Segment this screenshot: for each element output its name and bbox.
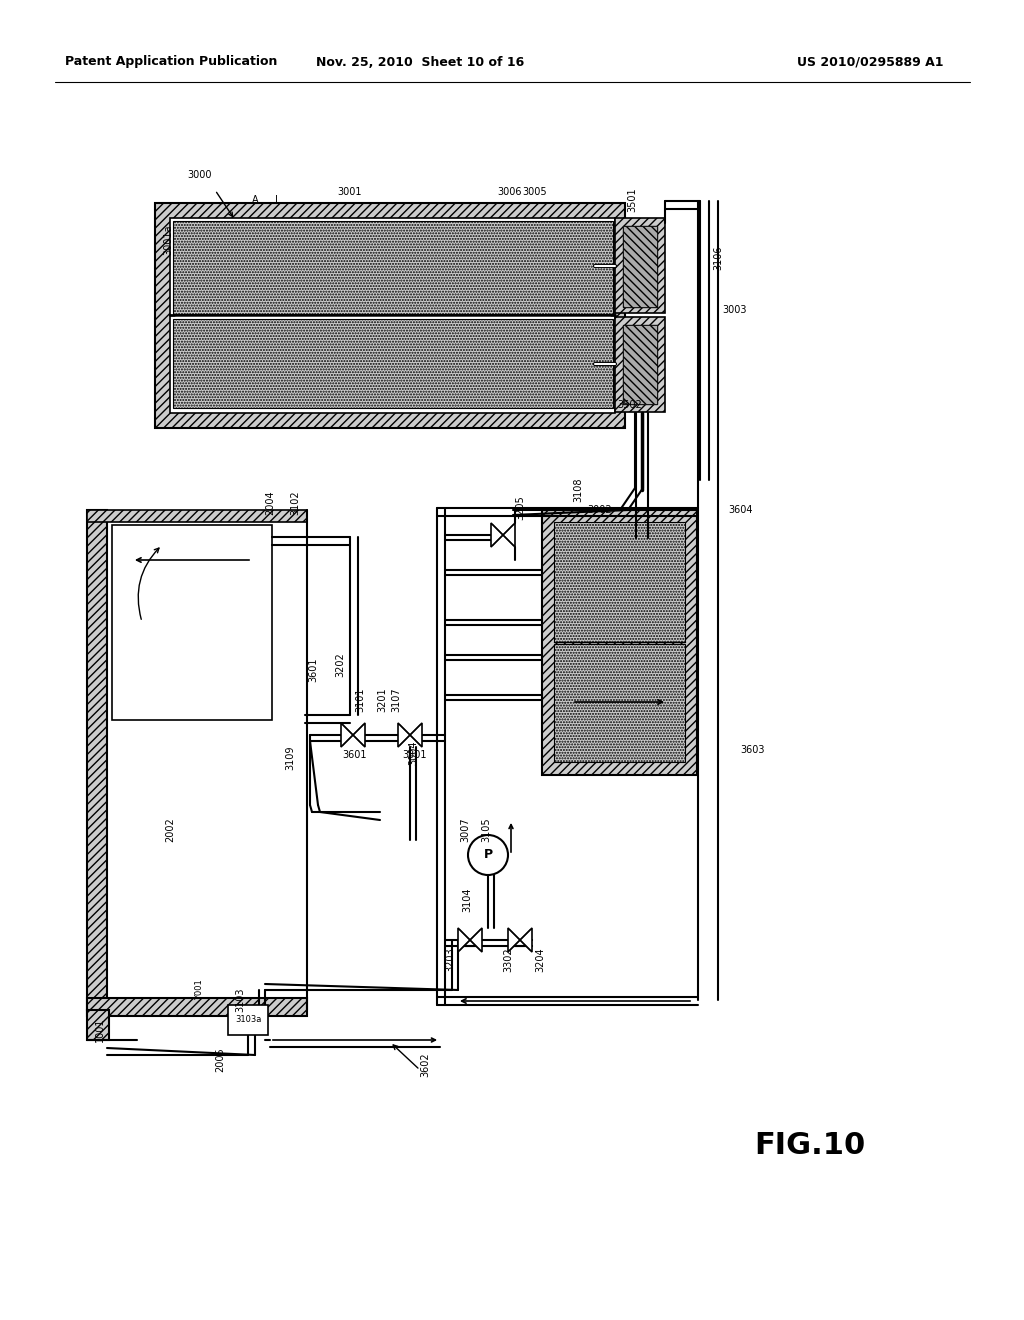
Polygon shape [508, 928, 520, 952]
Text: 3007: 3007 [460, 817, 470, 842]
Text: A: A [252, 195, 258, 205]
Text: 3005: 3005 [522, 187, 547, 197]
Bar [87, 1010, 109, 1040]
Bar [554, 644, 685, 762]
Text: 3104: 3104 [462, 888, 472, 912]
Bar [615, 218, 665, 313]
Text: 3001a: 3001a [163, 224, 173, 255]
Bar [228, 1005, 268, 1035]
Text: 3002: 3002 [588, 506, 612, 515]
Text: 3301: 3301 [402, 750, 427, 760]
Bar [170, 218, 615, 413]
Text: 3203: 3203 [445, 948, 455, 973]
Text: Nov. 25, 2010  Sheet 10 of 16: Nov. 25, 2010 Sheet 10 of 16 [315, 55, 524, 69]
Text: 2002: 2002 [165, 817, 175, 842]
Polygon shape [353, 723, 365, 747]
Text: 3006: 3006 [498, 187, 522, 197]
Bar [155, 203, 625, 428]
Text: 3107: 3107 [391, 688, 401, 713]
Text: 3101: 3101 [355, 688, 365, 713]
Text: 3000: 3000 [187, 170, 212, 180]
Text: US 2010/0295889 A1: US 2010/0295889 A1 [797, 55, 943, 69]
Text: 3204: 3204 [535, 948, 545, 973]
Polygon shape [398, 723, 410, 747]
Bar [623, 226, 657, 308]
Text: 3103: 3103 [234, 987, 245, 1012]
Text: 3601: 3601 [308, 657, 318, 682]
Bar [87, 998, 307, 1016]
Text: 3502: 3502 [617, 400, 642, 411]
Text: 3603: 3603 [740, 744, 765, 755]
Text: Patent Application Publication: Patent Application Publication [65, 55, 278, 69]
Text: 3202: 3202 [335, 652, 345, 677]
Text: 3302: 3302 [503, 948, 513, 973]
Text: 3201: 3201 [377, 688, 387, 713]
Bar [173, 220, 613, 314]
Text: 2004: 2004 [265, 491, 275, 515]
Bar [623, 325, 657, 404]
Text: 1001: 1001 [95, 1018, 105, 1043]
Bar [615, 317, 665, 412]
Bar [542, 510, 697, 775]
Text: 2005: 2005 [215, 1048, 225, 1072]
Polygon shape [341, 723, 353, 747]
Text: 3004: 3004 [408, 741, 418, 766]
Text: FIG.10: FIG.10 [755, 1130, 865, 1159]
Circle shape [468, 836, 508, 875]
Text: 3103a: 3103a [234, 1015, 261, 1024]
Polygon shape [458, 928, 470, 952]
Text: 3001: 3001 [338, 187, 362, 197]
Text: 3106: 3106 [713, 246, 723, 271]
Bar [87, 510, 106, 1010]
Text: 3003: 3003 [723, 305, 748, 315]
Text: 3102: 3102 [290, 491, 300, 515]
Text: 3108: 3108 [573, 478, 583, 502]
Bar [623, 325, 657, 404]
Text: 3601: 3601 [343, 750, 368, 760]
Bar [554, 521, 685, 642]
Bar [173, 319, 613, 408]
Text: 3205: 3205 [515, 495, 525, 520]
Bar [87, 510, 307, 521]
Polygon shape [490, 523, 503, 546]
Text: P: P [483, 849, 493, 862]
Text: 3109: 3109 [285, 746, 295, 771]
Text: Y001: Y001 [196, 979, 205, 1001]
Text: 3105: 3105 [481, 817, 490, 842]
Polygon shape [503, 523, 515, 546]
Text: 3602: 3602 [420, 1052, 430, 1077]
Bar [623, 226, 657, 308]
Text: 3604: 3604 [728, 506, 753, 515]
Polygon shape [410, 723, 422, 747]
Polygon shape [520, 928, 532, 952]
Bar [112, 525, 272, 719]
Text: L: L [275, 195, 281, 205]
Polygon shape [470, 928, 482, 952]
Text: 3501: 3501 [627, 187, 637, 213]
